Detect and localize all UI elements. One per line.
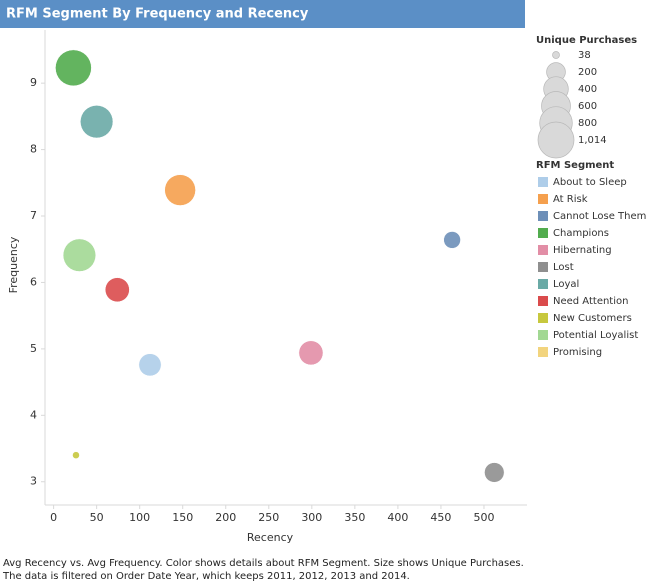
bubble <box>80 105 114 139</box>
legend-label: At Risk <box>553 194 588 205</box>
y-tick-label: 3 <box>30 475 37 488</box>
legend-label: Loyal <box>553 279 579 290</box>
size-legend-mark <box>552 51 560 59</box>
y-tick-label: 6 <box>30 275 37 288</box>
bubble <box>104 277 130 303</box>
bubble <box>138 353 162 377</box>
bubble <box>443 231 461 249</box>
bubble <box>484 462 505 483</box>
y-tick-label: 7 <box>30 209 37 222</box>
size-legend-label: 200 <box>578 67 597 78</box>
legend-label: Hibernating <box>553 245 612 256</box>
bubble <box>55 49 92 87</box>
y-axis-title: Frequency <box>7 236 20 293</box>
legend-swatch <box>538 177 548 187</box>
legend-swatch <box>538 296 548 306</box>
x-tick-label: 150 <box>172 511 193 524</box>
legend-swatch <box>538 347 548 357</box>
footnote: Avg Recency vs. Avg Frequency. Color sho… <box>3 558 524 582</box>
legend-label: About to Sleep <box>553 177 627 188</box>
size-legend-label: 600 <box>578 101 597 112</box>
y-tick-label: 9 <box>30 76 37 89</box>
bubble <box>164 174 196 206</box>
legend-label: New Customers <box>553 313 632 324</box>
size-legend-label: 1,014 <box>578 135 607 146</box>
legend-swatch <box>538 279 548 289</box>
x-tick-label: 500 <box>473 511 494 524</box>
size-legend-label: 400 <box>578 84 597 95</box>
y-tick-label: 8 <box>30 143 37 156</box>
y-tick-label: 4 <box>30 408 37 421</box>
size-legend-title: Unique Purchases <box>536 35 637 46</box>
y-tick-label: 5 <box>30 342 37 355</box>
color-legend-title: RFM Segment <box>536 160 614 171</box>
legend-label: Cannot Lose Them <box>553 211 646 222</box>
bubble <box>72 451 80 459</box>
legend-swatch <box>538 262 548 272</box>
x-tick-label: 250 <box>258 511 279 524</box>
legend-label: Lost <box>553 262 574 273</box>
legend-swatch <box>538 245 548 255</box>
x-tick-label: 350 <box>344 511 365 524</box>
x-tick-label: 0 <box>50 511 57 524</box>
size-legend-mark <box>537 121 575 159</box>
legend-swatch <box>538 211 548 221</box>
legend-swatch <box>538 228 548 238</box>
size-legend-label: 800 <box>578 118 597 129</box>
legend-swatch <box>538 330 548 340</box>
x-tick-label: 50 <box>90 511 104 524</box>
x-tick-label: 300 <box>301 511 322 524</box>
legend-label: Champions <box>553 228 609 239</box>
legend-label: Need Attention <box>553 296 628 307</box>
x-axis-title: Recency <box>247 531 294 544</box>
bubble <box>298 340 324 366</box>
legend-label: Potential Loyalist <box>553 330 638 341</box>
legend-label: Promising <box>553 347 602 358</box>
bubble <box>62 238 96 272</box>
x-tick-label: 100 <box>129 511 150 524</box>
legend-swatch <box>538 313 548 323</box>
x-tick-label: 200 <box>215 511 236 524</box>
x-tick-label: 400 <box>387 511 408 524</box>
legend-swatch <box>538 194 548 204</box>
title-bar <box>0 0 525 28</box>
x-tick-label: 450 <box>430 511 451 524</box>
size-legend-label: 38 <box>578 50 591 61</box>
chart-title: RFM Segment By Frequency and Recency <box>6 7 309 22</box>
